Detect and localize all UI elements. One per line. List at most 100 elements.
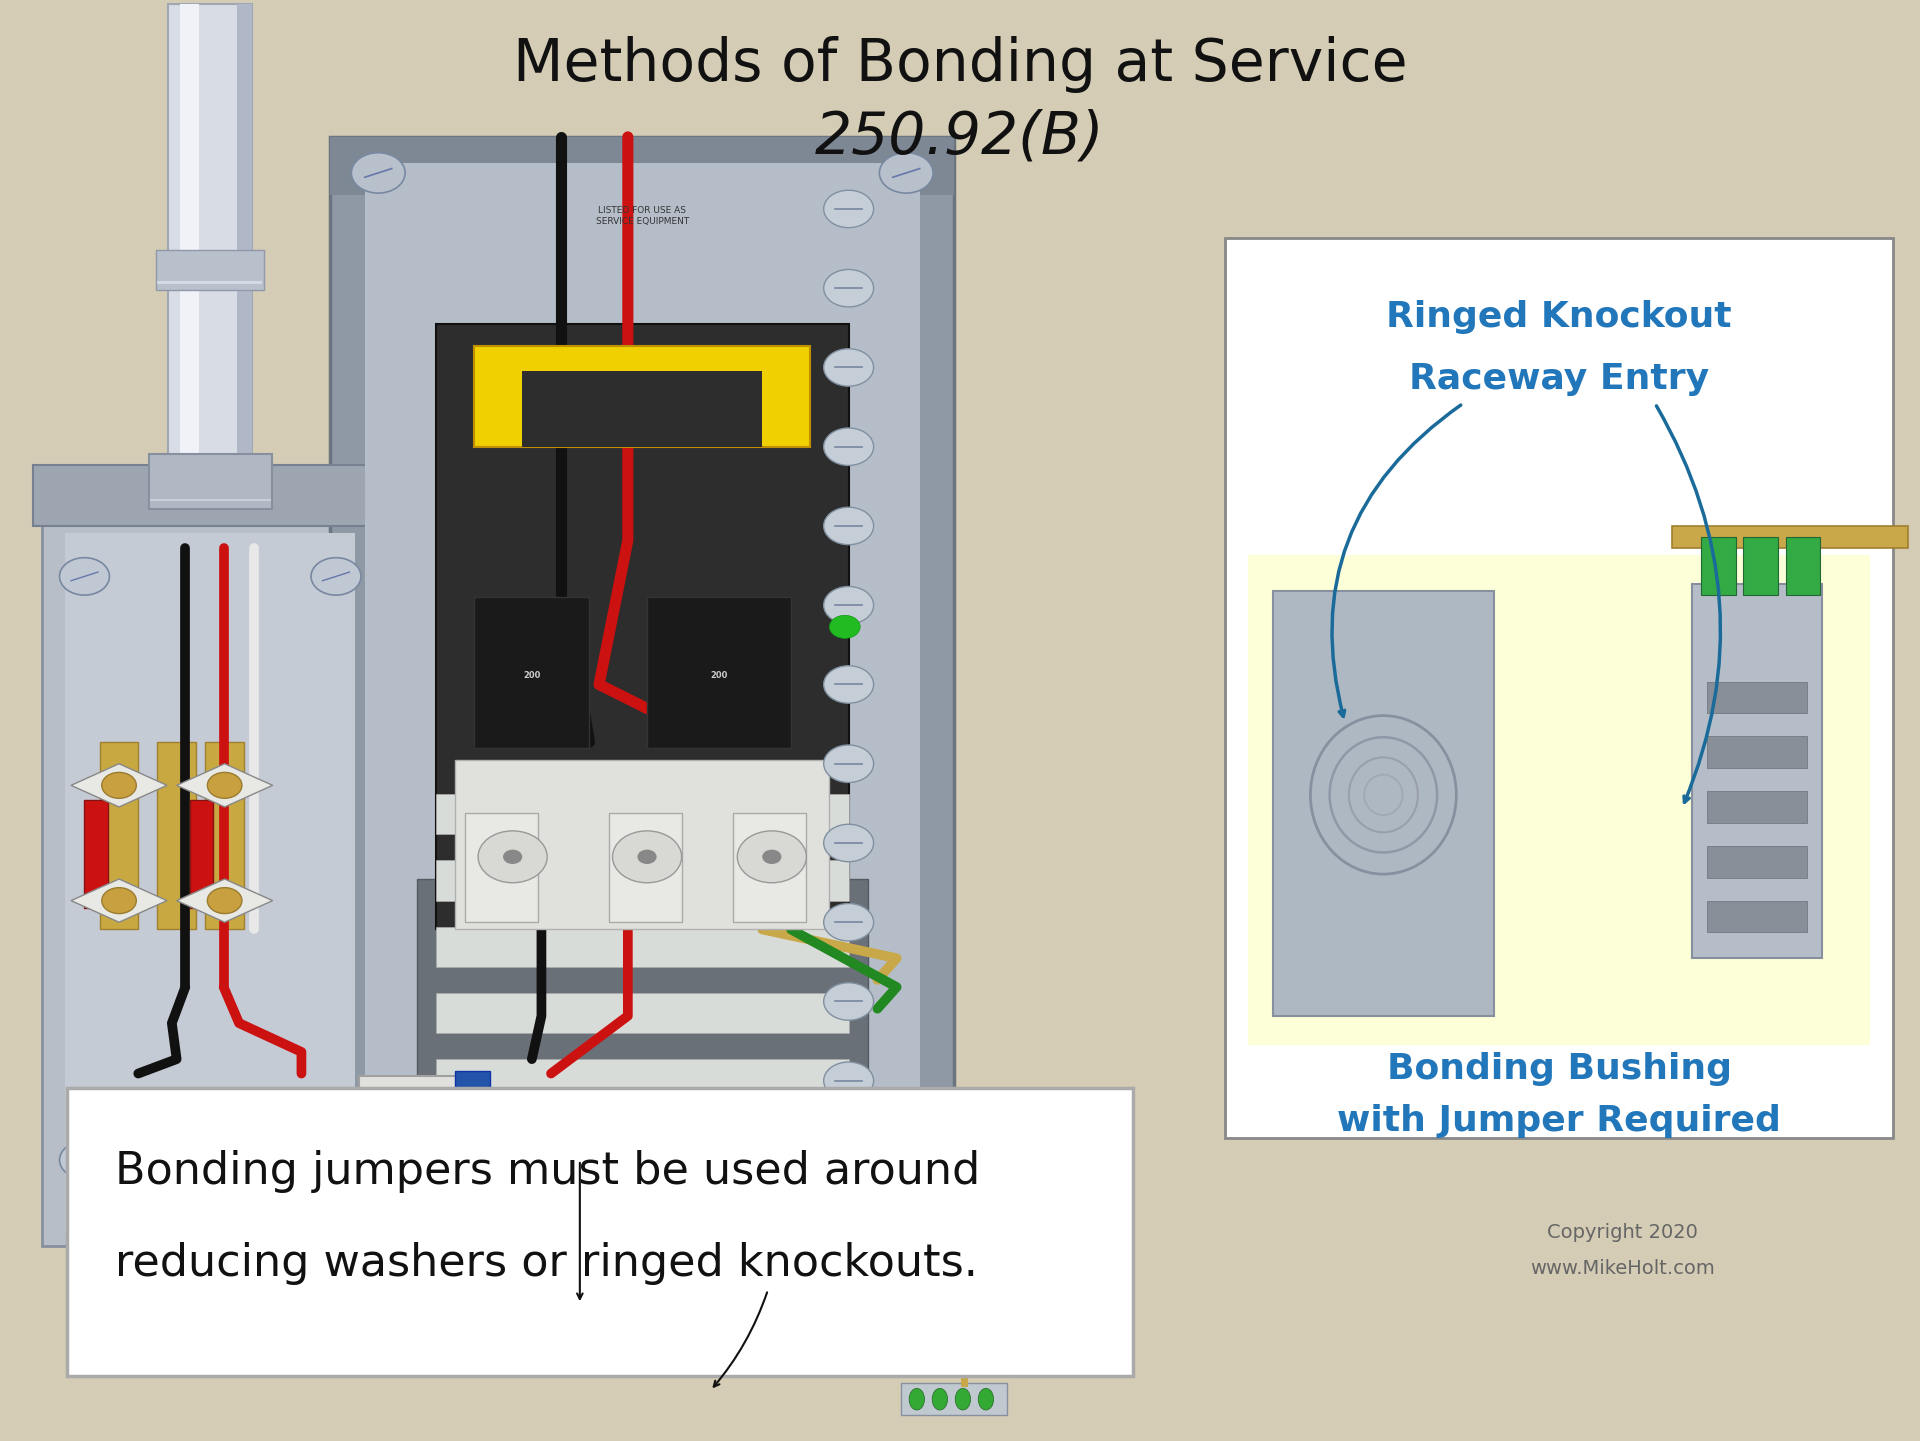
Bar	[157, 742, 196, 929]
Bar	[733, 813, 806, 922]
Bar	[436, 324, 849, 929]
Text: Bonding jumpers must be used around: Bonding jumpers must be used around	[115, 1150, 981, 1193]
Circle shape	[824, 983, 874, 1020]
Circle shape	[824, 349, 874, 386]
Circle shape	[637, 850, 657, 865]
Bar	[1672, 526, 1908, 548]
Text: with Jumper Required: with Jumper Required	[1336, 1104, 1782, 1138]
Circle shape	[824, 190, 874, 228]
Polygon shape	[71, 879, 167, 922]
Bar	[169, 4, 253, 465]
Text: LISTED FOR USE AS
SERVICE EQUIPMENT: LISTED FOR USE AS SERVICE EQUIPMENT	[595, 206, 689, 226]
Bar	[1225, 238, 1893, 1138]
Bar	[455, 759, 829, 929]
Circle shape	[60, 558, 109, 595]
Bar	[436, 1125, 849, 1166]
Circle shape	[824, 428, 874, 465]
Bar	[238, 4, 253, 465]
Bar	[1707, 791, 1807, 823]
Bar	[33, 465, 388, 526]
Bar	[1701, 537, 1736, 595]
Circle shape	[311, 1141, 361, 1179]
Bar	[417, 879, 868, 1254]
Circle shape	[879, 153, 933, 193]
Text: Ringed Knockout: Ringed Knockout	[1386, 300, 1732, 334]
Bar	[1743, 537, 1778, 595]
Circle shape	[879, 1291, 933, 1331]
Circle shape	[351, 153, 405, 193]
Circle shape	[311, 558, 361, 595]
Bar	[180, 4, 200, 465]
Bar	[609, 813, 682, 922]
Bar	[522, 372, 762, 447]
Circle shape	[824, 824, 874, 862]
Ellipse shape	[910, 1389, 924, 1409]
Polygon shape	[177, 764, 273, 807]
Circle shape	[824, 904, 874, 941]
Circle shape	[612, 831, 682, 883]
Bar	[100, 742, 138, 929]
Ellipse shape	[933, 1389, 948, 1409]
Bar	[359, 1076, 474, 1128]
Text: 200: 200	[710, 670, 728, 680]
Circle shape	[478, 831, 547, 883]
Bar	[436, 1192, 849, 1232]
Text: Raceway Entry: Raceway Entry	[1409, 362, 1709, 396]
Bar	[42, 476, 378, 1246]
Circle shape	[737, 831, 806, 883]
Ellipse shape	[977, 1389, 995, 1409]
Bar	[100, 1177, 321, 1218]
Circle shape	[102, 888, 136, 914]
Circle shape	[824, 586, 874, 624]
Text: Bonding Bushing: Bonding Bushing	[1386, 1052, 1732, 1087]
Circle shape	[824, 745, 874, 782]
Bar	[1248, 555, 1870, 1045]
Bar	[474, 597, 589, 748]
Circle shape	[824, 1141, 874, 1179]
Bar	[150, 454, 273, 509]
Bar	[436, 927, 849, 967]
Text: Copyright 2020: Copyright 2020	[1548, 1222, 1697, 1242]
Text: 200: 200	[522, 670, 541, 680]
Circle shape	[762, 850, 781, 865]
Bar	[647, 597, 791, 748]
Bar	[436, 993, 849, 1033]
Bar	[902, 1383, 1006, 1415]
Bar	[1707, 901, 1807, 932]
Bar	[1786, 537, 1820, 595]
Circle shape	[824, 1221, 874, 1258]
Text: 250.92(B): 250.92(B)	[816, 108, 1104, 166]
Circle shape	[824, 507, 874, 545]
Bar	[436, 794, 849, 834]
Text: Methods of Bonding at Service: Methods of Bonding at Service	[513, 36, 1407, 94]
Bar	[474, 346, 810, 447]
Bar	[436, 860, 849, 901]
Bar	[330, 137, 954, 195]
Bar	[1692, 584, 1822, 958]
Text: www.MikeHolt.com: www.MikeHolt.com	[1530, 1258, 1715, 1278]
Circle shape	[207, 772, 242, 798]
Bar	[330, 137, 954, 1347]
Bar	[365, 163, 920, 1321]
Polygon shape	[71, 764, 167, 807]
Bar	[1707, 846, 1807, 878]
Circle shape	[503, 850, 522, 865]
Bar	[84, 800, 108, 908]
Circle shape	[207, 888, 242, 914]
Polygon shape	[177, 879, 273, 922]
Bar	[1273, 591, 1494, 1016]
Bar	[1707, 682, 1807, 713]
Bar	[1707, 736, 1807, 768]
Bar	[455, 1071, 490, 1134]
Text: reducing washers or ringed knockouts.: reducing washers or ringed knockouts.	[115, 1242, 977, 1285]
Circle shape	[829, 615, 860, 638]
Bar	[190, 800, 213, 908]
Bar	[436, 1059, 849, 1099]
Circle shape	[102, 772, 136, 798]
Circle shape	[351, 1291, 405, 1331]
Bar	[67, 1088, 1133, 1376]
Bar	[156, 249, 265, 290]
Circle shape	[824, 666, 874, 703]
Ellipse shape	[954, 1389, 970, 1409]
Circle shape	[60, 1141, 109, 1179]
